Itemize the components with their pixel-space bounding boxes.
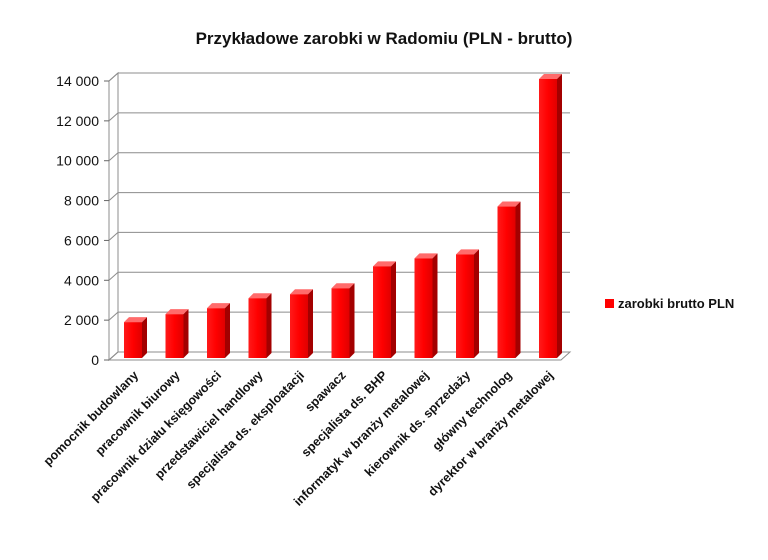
bar [456,249,479,358]
bar-side [308,289,313,358]
y-tick-label: 14 000 [56,73,99,89]
x-tick-label: główny technolog [430,368,515,453]
gridline-side [108,271,119,281]
y-tick-label: 12 000 [56,113,99,129]
bar-front [456,254,474,358]
bar-top [290,289,313,295]
bar-top [539,74,562,79]
bar-side [432,253,438,358]
gridline-side [108,112,119,122]
bar [331,283,355,358]
bar-side [266,293,272,358]
bar-top [207,303,230,309]
chart-title: Przykładowe zarobki w Radomiu (PLN - bru… [196,29,573,48]
gridline-side [108,351,119,361]
bar-front [539,79,557,358]
bar-side [515,201,521,358]
gridline-side [108,311,119,321]
bar-front [165,314,184,358]
bar-top [456,249,479,255]
bar-front [290,294,308,358]
gridline-side [108,192,119,201]
bar [373,261,396,358]
bar-top [165,309,189,315]
bar-top [497,201,521,207]
bar [539,74,562,358]
side-wall [108,71,119,362]
bar-side [225,303,230,358]
bar-front [497,206,516,358]
legend: zarobki brutto PLN [605,296,734,311]
gridline-side [108,152,119,162]
bar-top [124,317,147,323]
legend-swatch [605,299,614,308]
y-tick-label: 2 000 [64,312,99,328]
bar [207,303,230,358]
bar-front [373,266,391,358]
bar-front [207,308,225,358]
bar-side [183,309,189,358]
y-tick-label: 8 000 [64,193,99,209]
legend-label: zarobki brutto PLN [618,296,734,311]
bar-top [373,261,396,267]
gridlines [108,72,570,361]
bar [124,317,147,358]
bar [248,293,272,358]
y-tick-label: 0 [91,352,99,368]
bar [414,253,438,358]
bar-front [124,322,142,358]
bar-front [248,298,267,358]
bar-top [248,293,272,299]
bar-side [391,261,396,358]
bar-side [349,283,355,358]
bar [165,309,189,358]
bar-side [474,249,479,358]
bar-front [414,258,433,358]
y-tick-label: 4 000 [64,272,99,288]
bar [290,289,313,358]
bar-front [331,288,350,358]
gridline-side [108,72,119,82]
gridline-side [108,232,119,241]
y-tick-label: 6 000 [64,232,99,248]
bars [124,74,562,358]
bar [497,201,521,358]
bar-top [414,253,438,259]
bar-side [142,317,147,358]
y-tick-label: 10 000 [56,153,99,169]
bar-side [557,74,562,358]
y-axis-ticks: 0 2 000 4 000 6 000 8 000 10 000 12 000 14 000 [56,73,109,368]
bar-top [331,283,355,289]
